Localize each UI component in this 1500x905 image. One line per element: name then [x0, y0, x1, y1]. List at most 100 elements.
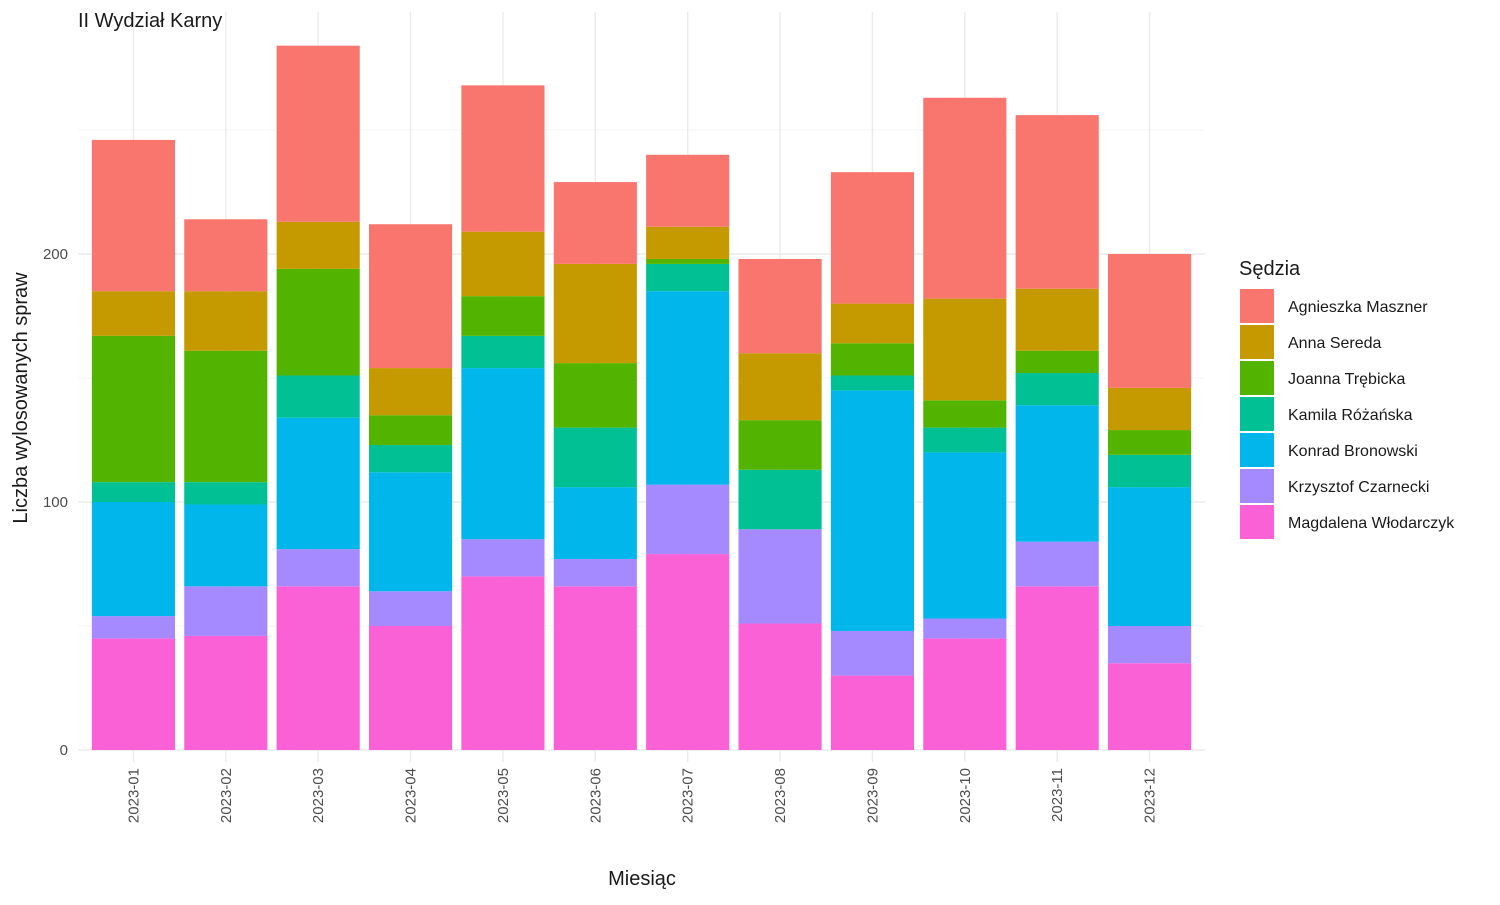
- bar-segment: [276, 417, 360, 550]
- bar-segment: [184, 291, 268, 351]
- x-tick-label: 2023-05: [495, 768, 512, 823]
- bar-segment: [368, 224, 453, 369]
- bar-segment: [461, 368, 545, 540]
- bar-segment: [830, 375, 915, 391]
- bar-segment: [368, 415, 453, 445]
- y-tick-label: 0: [60, 742, 68, 759]
- bar-segment: [91, 139, 175, 292]
- x-tick-label: 2023-01: [125, 768, 142, 823]
- x-tick-label: 2023-03: [310, 768, 327, 823]
- legend-items: Agnieszka Maszner Anna Sereda Joanna Trębi…: [1240, 289, 1455, 539]
- y-tick-label: 200: [43, 246, 68, 263]
- bar-segment: [646, 484, 730, 555]
- bar-segment: [91, 502, 175, 617]
- bar-segment: [553, 427, 637, 488]
- bar-segment: [368, 626, 453, 750]
- bar-segment: [553, 263, 637, 364]
- bar-segment: [923, 427, 1007, 453]
- legend-title: Sędzia: [1239, 258, 1301, 280]
- bar-segment: [91, 616, 175, 639]
- bar-segment: [923, 452, 1007, 619]
- legend-swatch: [1240, 469, 1274, 503]
- bar-segment: [368, 444, 453, 473]
- bar-segment: [184, 504, 268, 587]
- x-tick-label: 2023-06: [587, 768, 604, 823]
- x-tick-label: 2023-08: [772, 768, 789, 823]
- bar-segment: [738, 353, 822, 421]
- bar-segment: [368, 591, 453, 626]
- bar-segment: [738, 420, 822, 470]
- y-tick-label: 100: [43, 494, 68, 511]
- bar-segment: [184, 219, 268, 292]
- bar-segment: [184, 350, 268, 483]
- bar-segment: [553, 487, 637, 560]
- bar-segment: [646, 258, 730, 264]
- bar-segment: [830, 172, 915, 304]
- bar-segment: [1108, 663, 1192, 750]
- legend: Sędzia Agnieszka Maszner Anna Sereda Joann…: [1239, 258, 1455, 539]
- legend-label: Konrad Bronowski: [1288, 443, 1418, 460]
- y-axis-ticks: 0 100 200: [43, 246, 68, 759]
- legend-label: Kamila Różańska: [1288, 407, 1413, 424]
- legend-label: Agnieszka Maszner: [1288, 299, 1428, 316]
- bar-segment: [830, 675, 915, 750]
- bar-segment: [830, 630, 915, 676]
- x-tick-label: 2023-12: [1142, 768, 1159, 823]
- legend-label: Krzysztof Czarnecki: [1288, 479, 1429, 496]
- bar-segment: [1015, 115, 1099, 289]
- bar-segment: [461, 539, 545, 577]
- bar-segment: [923, 400, 1007, 428]
- bar-segment: [184, 635, 268, 750]
- bar-segment: [91, 638, 175, 750]
- bar-segment: [923, 638, 1007, 750]
- bar-segment: [1015, 373, 1099, 406]
- bar-segment: [368, 368, 453, 416]
- bar-segment: [276, 45, 360, 222]
- bar-segment: [553, 363, 637, 428]
- bar-segment: [830, 303, 915, 344]
- bar-segment: [276, 221, 360, 269]
- bar-segment: [1015, 541, 1099, 587]
- bar-segment: [91, 335, 175, 483]
- bar-segment: [1108, 626, 1192, 664]
- bar-segment: [553, 182, 637, 264]
- bar-segment: [738, 258, 822, 354]
- bar-segment: [1015, 405, 1099, 542]
- bar-segment: [738, 623, 822, 750]
- x-tick-label: 2023-02: [218, 768, 235, 823]
- bar-segment: [1015, 350, 1099, 374]
- bar-segment: [184, 482, 268, 505]
- x-tick-label: 2023-09: [864, 768, 881, 823]
- bar-segment: [368, 472, 453, 592]
- bar-segment: [1108, 454, 1192, 488]
- bar-segment: [830, 390, 915, 631]
- x-tick-label: 2023-07: [680, 768, 697, 823]
- legend-swatch: [1240, 361, 1274, 395]
- legend-swatch: [1240, 397, 1274, 431]
- bar-segment: [91, 291, 175, 336]
- bar-segment: [553, 586, 637, 750]
- legend-swatch: [1240, 325, 1274, 359]
- legend-swatch: [1240, 433, 1274, 467]
- bar-segment: [1108, 487, 1192, 626]
- bar-segment: [923, 298, 1007, 401]
- y-axis-title: Liczba wylosowanych spraw: [10, 272, 32, 524]
- bar-segment: [1015, 586, 1099, 750]
- bar-segment: [461, 85, 545, 232]
- bar-segment: [923, 618, 1007, 639]
- bar-segment: [646, 291, 730, 485]
- bar-segment: [276, 375, 360, 418]
- x-tick-label: 2023-10: [957, 768, 974, 823]
- bar-segment: [553, 559, 637, 587]
- bar-segment: [276, 586, 360, 750]
- bar-segment: [276, 549, 360, 587]
- legend-swatch: [1240, 289, 1274, 323]
- bar-segment: [461, 231, 545, 297]
- bar-segment: [646, 154, 730, 227]
- bar-segment: [830, 343, 915, 376]
- legend-swatch: [1240, 505, 1274, 539]
- bars: [91, 45, 1192, 750]
- bar-segment: [461, 296, 545, 336]
